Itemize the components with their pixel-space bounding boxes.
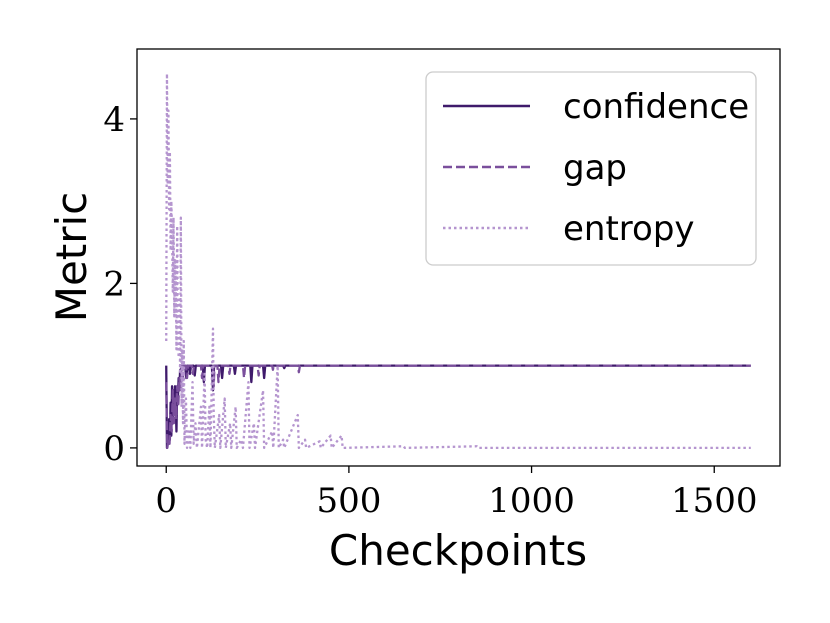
series-line-entropy xyxy=(165,72,751,450)
plot-frame xyxy=(136,48,781,467)
legend-label-entropy: entropy xyxy=(563,209,695,249)
legend-label-gap: gap xyxy=(563,148,627,188)
y-axis-title: Metric xyxy=(47,192,96,323)
legend-label-confidence: confidence xyxy=(563,87,749,127)
x-tick-label: 500 xyxy=(316,481,381,521)
series-line-gap xyxy=(165,364,751,450)
legend: confidence gap entropy xyxy=(425,71,757,266)
y-tick-label: 0 xyxy=(103,429,125,469)
x-tick-label: 0 xyxy=(155,481,177,521)
y-tick-label: 2 xyxy=(103,264,125,304)
x-axis-title: Checkpoints xyxy=(329,526,587,575)
y-tick-label: 4 xyxy=(103,100,125,140)
tick-layer: 0 500 1000 1500 0 2 4 xyxy=(103,100,757,521)
x-tick-label: 1000 xyxy=(488,481,575,521)
x-tick-label: 1500 xyxy=(671,481,758,521)
legend-box xyxy=(425,71,757,266)
series-layer xyxy=(165,72,751,450)
